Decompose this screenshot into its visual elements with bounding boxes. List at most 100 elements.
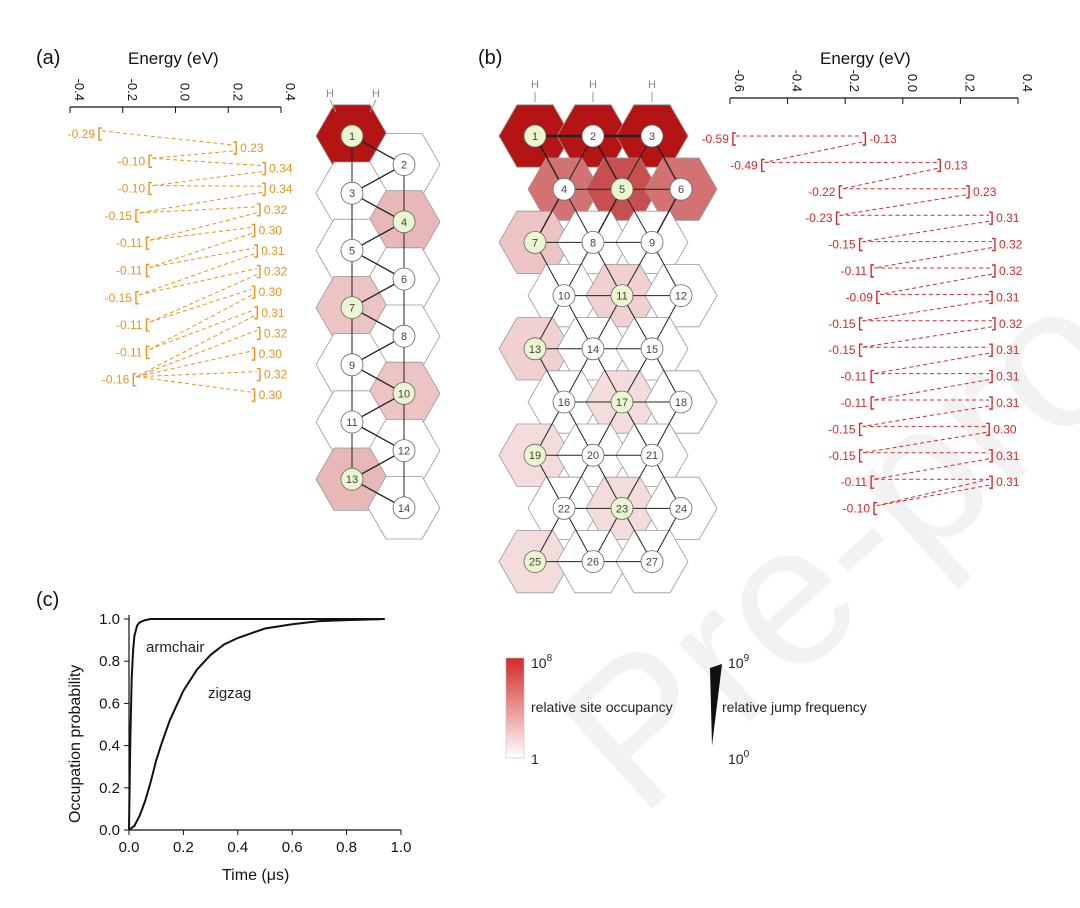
panel-a-level-left-label: -0.15 <box>105 209 133 223</box>
panel-a-level-connector <box>136 329 258 378</box>
panel-b-level-left-marker <box>732 132 736 146</box>
panel-b-level-left-label: -0.09 <box>846 290 874 304</box>
panel-a-site-label: 10 <box>398 388 410 400</box>
panel-b-level-right-marker <box>989 290 993 305</box>
panel-b-site-node <box>640 337 664 361</box>
panel-b-site-label: 14 <box>587 344 599 356</box>
occupancy-label: relative site occupancy <box>531 699 673 715</box>
panel-a-hydrogen-bond <box>369 99 377 113</box>
panel-b-level-connector <box>862 405 990 427</box>
panel-a-level-right-marker <box>256 326 261 341</box>
panel-a-level-connector <box>149 247 255 268</box>
y-tick-label: 0.2 <box>99 780 120 797</box>
panel-a-level-connector <box>136 376 252 393</box>
panel-b-level-left-marker <box>858 422 863 437</box>
panel-a-level-left-marker <box>145 236 150 250</box>
panel-b-site-label: 5 <box>619 184 625 196</box>
panel-a-hydrogen-label: H <box>372 88 380 100</box>
panel-b-level-right-label: 0.13 <box>944 158 968 172</box>
panel-b-site-label: 15 <box>646 344 658 356</box>
panel-b-level-right-label: 0.32 <box>999 264 1023 278</box>
panel-b-level-connector <box>874 247 993 269</box>
panel-a-level-right-marker <box>254 244 258 258</box>
panel-a-level-right-marker <box>233 141 237 155</box>
panel-b-site-node <box>640 230 664 254</box>
y-tick-label: 0.0 <box>99 822 120 839</box>
panel-a-level-right-label: 0.32 <box>264 203 288 217</box>
y-tick-label: 1.0 <box>99 611 120 628</box>
jump-frequency-wedge <box>710 664 722 746</box>
jump-min-label: 100 <box>728 749 750 767</box>
occupancy-colorbar <box>505 657 525 759</box>
panel-a-site-node <box>340 181 364 205</box>
panel-b-energy-tick-label: -0.6 <box>732 70 747 92</box>
panel-b-level-left-marker <box>870 396 875 410</box>
panel-b-level-left-marker <box>858 237 863 252</box>
panel-b-site-node <box>581 550 605 573</box>
panel-b-energy-axis: -0.6 -0.4 -0.2 0.0 0.2 0.4 <box>729 70 1035 104</box>
panel-a-level-left-marker <box>148 181 153 196</box>
panel-a-level-left-label: -0.29 <box>68 127 96 141</box>
panel-b-site-node <box>669 177 693 201</box>
panel-a-level-connector <box>149 212 258 241</box>
panel-b-site-node <box>523 443 547 467</box>
y-tick-label: 0.4 <box>99 738 120 755</box>
series-label-armchair: armchair <box>146 639 204 656</box>
panel-a-level-left-marker <box>145 263 150 278</box>
panel-a-site-node <box>392 153 416 177</box>
panel-b-level-left-marker <box>870 369 875 384</box>
panel-b-level-connector <box>842 167 938 190</box>
panel-a-level-left-label: -0.10 <box>118 182 146 196</box>
panel-b-site-node <box>640 443 664 467</box>
panel-a-level-connector <box>138 253 255 296</box>
panel-a-level-right-marker <box>262 182 266 196</box>
panel-a-level-right-marker <box>251 347 256 361</box>
panel-b-site-label: 1 <box>532 131 538 143</box>
panel-b-level-right-label: -0.13 <box>869 132 897 146</box>
panel-b-hydrogen-label: H <box>589 79 597 91</box>
panel-a-level-connector <box>152 171 263 187</box>
panel-a-level-right-label: 0.31 <box>261 244 285 258</box>
panel-a-level-right-marker <box>262 161 266 176</box>
panel-b-site-label: 12 <box>675 291 687 303</box>
panel-b-level-right-label: 0.31 <box>996 290 1020 304</box>
panel-b-energy-tick-label: -0.4 <box>790 70 805 92</box>
panel-b-level-connector <box>862 299 990 322</box>
panel-a-level-connector <box>152 157 263 167</box>
panel-b-level-right-marker <box>989 396 993 410</box>
panel-a-level-right-marker <box>251 388 256 402</box>
panel-a-level-connector <box>149 288 252 323</box>
panel-b-level-connector <box>876 478 990 507</box>
panel-a-site-label: 11 <box>346 417 357 429</box>
panel-b-site-label: 11 <box>616 291 627 303</box>
panel-b-energy-tick-label: 0.0 <box>905 74 920 92</box>
panel-b-site-label: 26 <box>587 557 599 569</box>
panel-b-site-node <box>581 230 605 254</box>
panel-b-level-right-marker <box>966 185 970 199</box>
occupation-plot: Occupation probability Time (μs) armchai… <box>67 611 411 884</box>
panel-b-energy-axis-title: Energy (eV) <box>820 49 911 68</box>
panel-b-site-label: 10 <box>558 291 570 303</box>
panel-a-level-connector <box>138 206 257 214</box>
panel-a-site-label: 6 <box>401 274 407 286</box>
panel-a-level-connector <box>149 232 252 268</box>
panel-b-level-right-marker <box>989 369 993 384</box>
panel-a-site-node <box>392 439 416 463</box>
panel-b-level-right-marker <box>862 132 867 146</box>
panel-b-level-right-label: 0.31 <box>996 343 1020 357</box>
panel-b-level-connector <box>879 273 993 295</box>
panel-b-level-right-marker <box>989 343 993 357</box>
panel-b-site-label: 8 <box>590 237 596 249</box>
panel-b-level-right-label: 0.31 <box>996 475 1020 489</box>
panel-a-site-node <box>340 238 364 262</box>
panel-b-level-left-label: -0.59 <box>702 132 730 146</box>
panel-a-level-left-label: -0.10 <box>118 154 146 168</box>
panel-a-site-node <box>392 324 416 348</box>
panel-a-level-connector <box>138 268 258 296</box>
panel-b-site-label: 18 <box>675 397 687 409</box>
panel-a-site-label: 8 <box>401 331 407 343</box>
panel-b-energy-levels: -0.59-0.49 -0.22 -0.23 -0.15 -0.11 -0.09 -0.15… <box>702 132 1023 516</box>
panel-a-level-right-label: 0.34 <box>269 162 293 176</box>
panel-a-site-label: 5 <box>349 245 355 257</box>
